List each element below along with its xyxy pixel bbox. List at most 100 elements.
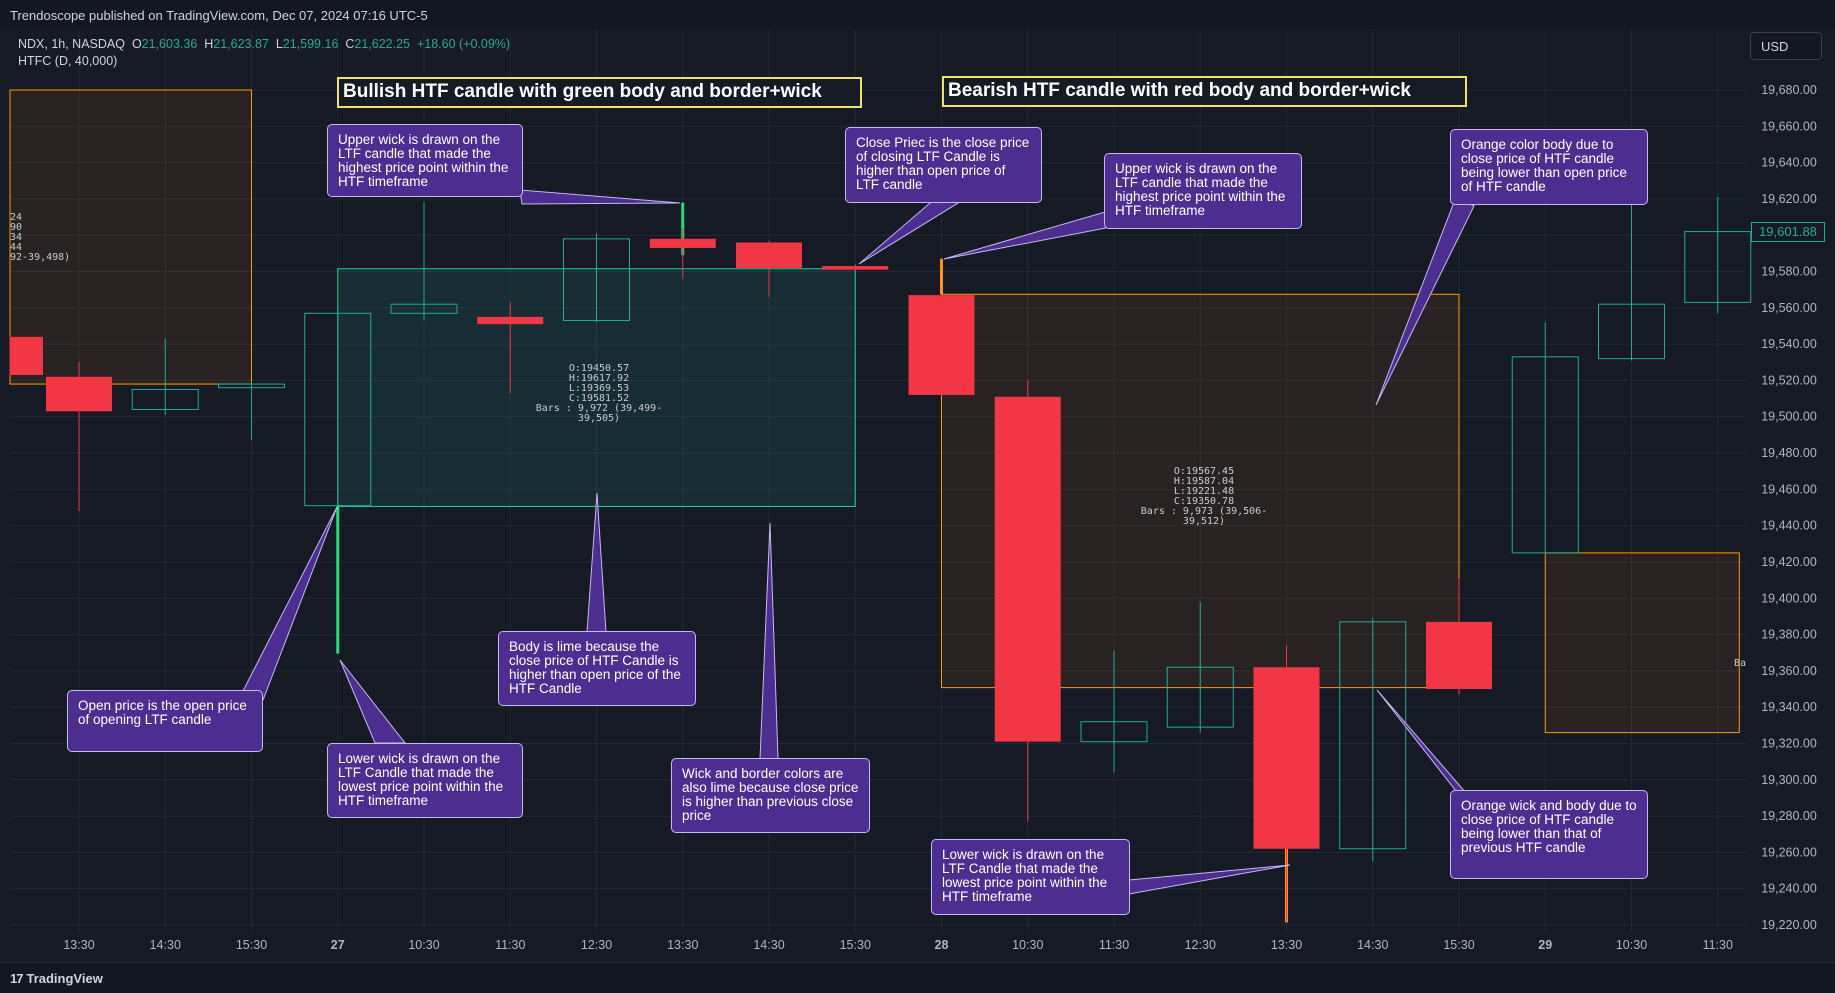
- low-label: L: [275, 37, 283, 51]
- callout-orange-body: Orange color body due to close price of …: [1450, 129, 1648, 205]
- prev-line-3: 34: [10, 232, 23, 243]
- y-tick-label: 19,540.00: [1761, 337, 1817, 351]
- y-tick-label: 19,340.00: [1761, 700, 1817, 714]
- callout-upper-wick-bear: Upper wick is drawn on the LTF candle th…: [1104, 153, 1302, 229]
- y-tick-label: 19,620.00: [1761, 192, 1817, 206]
- htf-candle-next: [1544, 552, 1740, 734]
- x-tick-label: 28: [935, 938, 949, 952]
- change-value: +18.60 (+0.09%): [416, 37, 511, 51]
- ltf-body: [1511, 356, 1579, 554]
- callout-wick-border: Wick and border colors are also lime bec…: [671, 758, 870, 833]
- grid-lines: [10, 29, 1745, 932]
- symbol-legend: NDX, 1h, NASDAQ O21,603.36 H21,623.87 L2…: [18, 36, 510, 70]
- bearish-title: Bearish HTF candle with red body and bor…: [942, 76, 1467, 107]
- ltf-body: [563, 238, 630, 322]
- ltf-candle: [131, 338, 199, 415]
- x-tick-label: 11:30: [1703, 938, 1733, 952]
- y-tick-label: 19,660.00: [1761, 119, 1817, 133]
- ltf-body: [736, 242, 802, 268]
- y-tick-label: 19,220.00: [1761, 918, 1817, 932]
- tradingview-logo[interactable]: 17 TradingView: [10, 971, 103, 986]
- y-tick-label: 19,280.00: [1761, 809, 1817, 823]
- ltf-body: [908, 295, 975, 395]
- ltf-candle: [649, 227, 716, 279]
- x-tick-label: 14:30: [753, 938, 784, 952]
- callout-lower-wick-bear: Lower wick is drawn on the LTF Candle th…: [931, 839, 1130, 915]
- bullish-title: Bullish HTF candle with green body and b…: [337, 77, 862, 108]
- y-tick-label: 19,260.00: [1761, 845, 1817, 859]
- tail-upper-wick-bull: [519, 189, 681, 205]
- bull-open: O:19450.57: [568, 363, 630, 374]
- indicator-legend[interactable]: HTFC (D, 40,000): [18, 54, 118, 68]
- close-value: 21,622.25: [354, 37, 410, 51]
- ohlc-line: NDX, 1h, NASDAQ O21,603.36 H21,623.87 L2…: [18, 36, 510, 53]
- ltf-body: [1080, 721, 1148, 743]
- ltf-body: [1166, 666, 1234, 728]
- bear-open: O:19567.45: [1173, 466, 1235, 477]
- x-tick-label: 27: [331, 938, 345, 952]
- x-tick-label: 13:30: [63, 938, 94, 952]
- last-price-tag: 19,601.88: [1751, 222, 1825, 242]
- ltf-body: [218, 383, 285, 389]
- ltf-body: [477, 316, 544, 325]
- ltf-candle: [1080, 650, 1148, 773]
- ltf-body: [1253, 667, 1320, 849]
- ltf-body: [131, 389, 199, 410]
- next-htf-ohlc-label: Ba: [1734, 658, 1747, 669]
- y-tick-label: 19,360.00: [1761, 664, 1817, 678]
- callout-close-price: Close Priec is the close price of closin…: [845, 127, 1042, 203]
- y-tick-label: 19,500.00: [1761, 410, 1817, 424]
- y-tick-label: 19,560.00: [1761, 301, 1817, 315]
- close-label: C: [345, 37, 355, 51]
- x-tick-label: 15:30: [1443, 938, 1474, 952]
- y-tick-label: 19,400.00: [1761, 591, 1817, 605]
- htf-candle-prev: [9, 89, 252, 385]
- footer-bar: 17 TradingView: [0, 962, 1835, 993]
- bull-htf-ohlc-label: O:19450.57 H:19617.92 L:19369.53 C:19581…: [519, 364, 679, 424]
- ltf-body: [1339, 621, 1407, 850]
- x-tick-label: 10:30: [1012, 938, 1043, 952]
- ltf-body: [1598, 303, 1665, 360]
- open-value: 21,603.36: [141, 37, 198, 51]
- y-tick-label: 19,480.00: [1761, 446, 1817, 460]
- ltf-candle: [304, 307, 372, 507]
- bear-low: L:19221.48: [1173, 486, 1235, 497]
- ltf-body: [822, 266, 889, 270]
- ltf-body: [1684, 231, 1752, 303]
- x-tick-label: 15:30: [840, 938, 871, 952]
- y-tick-label: 19,300.00: [1761, 773, 1817, 787]
- open-label: O: [131, 37, 142, 51]
- bull-high: H:19617.92: [568, 373, 630, 384]
- x-tick-label: 11:30: [1099, 938, 1129, 952]
- ltf-candle: [1684, 197, 1752, 314]
- ltf-candle: [477, 302, 544, 394]
- callout-orange-wick: Orange wick and body due to close price …: [1450, 790, 1648, 879]
- bull-bars: Bars : 9,972 (39,499-39,505): [535, 403, 663, 424]
- high-label: H: [204, 37, 214, 51]
- y-tick-label: 19,380.00: [1761, 628, 1817, 642]
- publisher-text: Trendoscope published on TradingView.com…: [10, 8, 428, 23]
- currency-button[interactable]: USD: [1750, 32, 1822, 60]
- prev-line-4: 44: [10, 242, 23, 253]
- ltf-body: [46, 376, 112, 412]
- bear-htf-ohlc-label: O:19567.45 H:19587.04 L:19221.48 C:19350…: [1124, 467, 1284, 527]
- y-tick-label: 19,640.00: [1761, 156, 1817, 170]
- callout-body-lime: Body is lime because the close price of …: [498, 631, 696, 706]
- ltf-candle: [390, 202, 458, 321]
- brand-name: TradingView: [26, 971, 103, 986]
- y-tick-label: 19,320.00: [1761, 736, 1817, 750]
- x-tick-label: 14:30: [150, 938, 181, 952]
- bull-low: L:19369.53: [568, 383, 630, 394]
- callout-open-price: Open price is the open price of opening …: [67, 690, 263, 752]
- ltf-candle: [822, 264, 889, 270]
- x-tick-label: 12:30: [581, 938, 612, 952]
- tv-logo-icon: 17: [10, 971, 24, 986]
- x-tick-label: 11:30: [495, 938, 525, 952]
- low-value: 21,599.16: [282, 37, 339, 51]
- y-tick-label: 19,580.00: [1761, 265, 1817, 279]
- x-tick-label: 29: [1538, 938, 1552, 952]
- y-axis: 19,220.00 19,240.00 19,260.00 19,280.00 19,3…: [1761, 83, 1817, 932]
- prev-line-1: 24: [10, 212, 23, 223]
- high-value: 21,623.87: [213, 37, 269, 51]
- ltf-body: [10, 336, 43, 375]
